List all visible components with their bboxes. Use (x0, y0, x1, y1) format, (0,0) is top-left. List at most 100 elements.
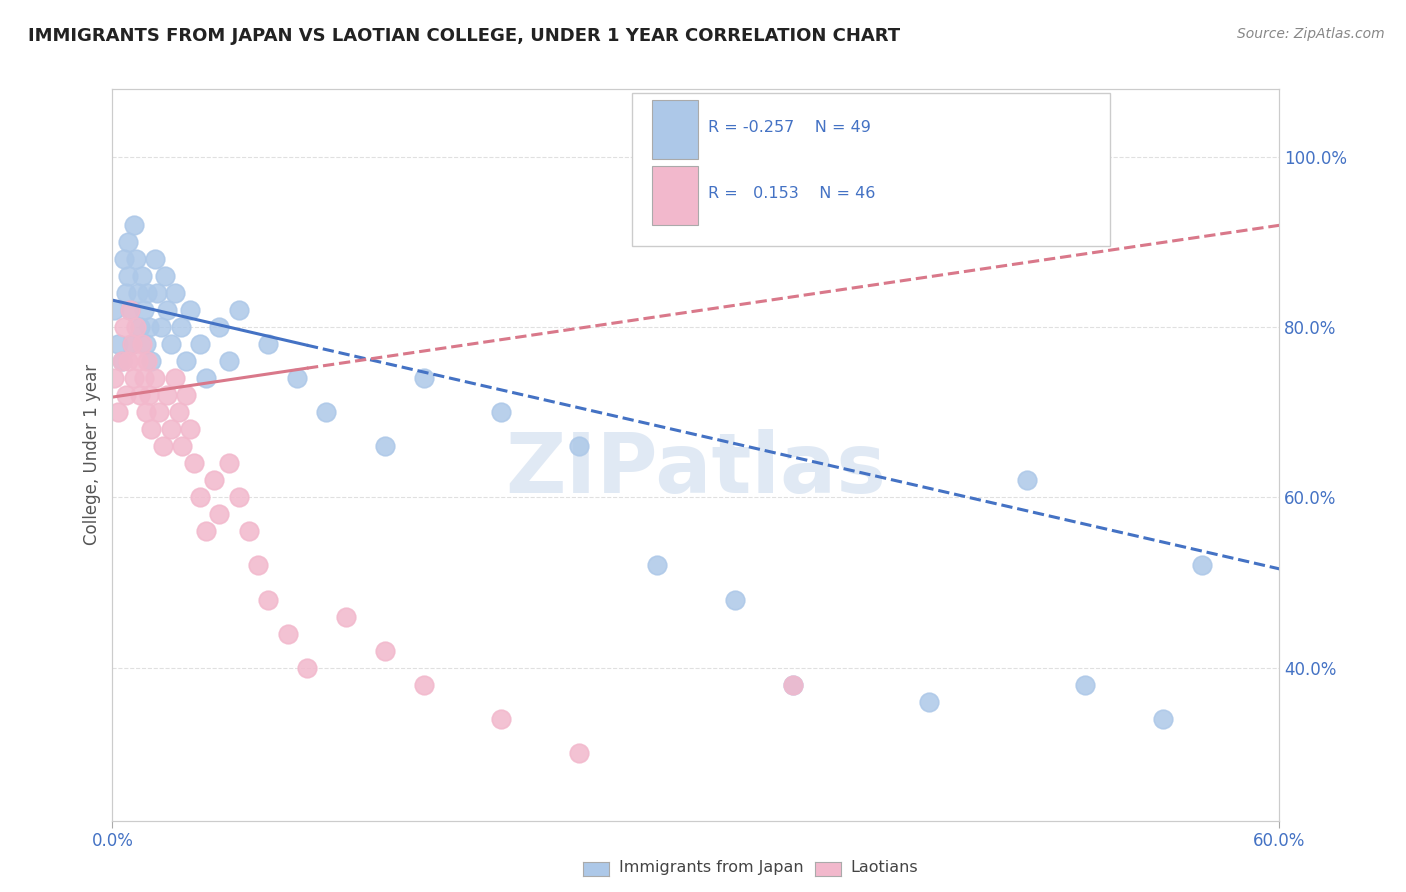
Text: Laotians: Laotians (851, 860, 918, 874)
Point (183, 457, 205, 471)
Point (135, 405, 157, 419)
Point (128, 320, 150, 334)
Point (176, 388, 198, 402)
Point (238, 524, 260, 539)
Point (179, 303, 201, 318)
Point (1152, 712, 1174, 726)
Point (128, 388, 150, 402)
Point (132, 303, 155, 318)
Point (112, 252, 135, 267)
Point (491, 712, 513, 726)
Point (374, 439, 396, 453)
Point (153, 269, 176, 284)
Point (115, 388, 138, 402)
Point (315, 405, 337, 419)
Point (163, 371, 186, 385)
Point (724, 592, 747, 607)
Text: R =   0.153    N = 46: R = 0.153 N = 46 (707, 186, 875, 202)
Point (247, 558, 270, 573)
Point (112, 320, 135, 334)
Point (568, 746, 591, 760)
Point (141, 422, 163, 436)
Point (117, 235, 139, 250)
Point (295, 660, 318, 674)
Point (257, 592, 280, 607)
Point (782, 677, 804, 691)
Point (257, 337, 280, 351)
FancyBboxPatch shape (651, 100, 699, 159)
Point (782, 677, 804, 691)
Text: R = -0.257    N = 49: R = -0.257 N = 49 (707, 120, 870, 136)
Point (103, 303, 125, 318)
Point (169, 320, 191, 334)
Point (374, 643, 396, 657)
Point (146, 286, 169, 301)
Point (118, 303, 141, 318)
Text: Source: ZipAtlas.com: Source: ZipAtlas.com (1237, 27, 1385, 41)
Point (285, 371, 308, 385)
Point (335, 609, 357, 624)
Point (228, 303, 250, 318)
Point (115, 286, 138, 301)
Point (194, 524, 217, 539)
Point (1015, 474, 1038, 488)
Y-axis label: College, Under 1 year: College, Under 1 year (83, 364, 101, 546)
Point (160, 337, 183, 351)
Text: Immigrants from Japan: Immigrants from Japan (619, 860, 803, 874)
Text: ZIPatlas: ZIPatlas (506, 429, 886, 510)
Point (148, 405, 170, 419)
Point (136, 286, 159, 301)
Point (122, 371, 145, 385)
FancyBboxPatch shape (651, 166, 699, 225)
Point (1074, 677, 1097, 691)
Point (135, 337, 157, 351)
Point (150, 320, 173, 334)
Text: IMMIGRANTS FROM JAPAN VS LAOTIAN COLLEGE, UNDER 1 YEAR CORRELATION CHART: IMMIGRANTS FROM JAPAN VS LAOTIAN COLLEGE… (28, 27, 900, 45)
Point (131, 269, 153, 284)
Point (188, 491, 211, 505)
Point (172, 439, 194, 453)
Point (218, 354, 240, 368)
Point (138, 320, 160, 334)
FancyBboxPatch shape (631, 93, 1111, 246)
Point (202, 474, 225, 488)
Point (121, 337, 143, 351)
Point (117, 269, 139, 284)
Point (107, 405, 129, 419)
Point (132, 371, 155, 385)
Point (167, 405, 190, 419)
Point (111, 354, 134, 368)
Point (276, 626, 298, 640)
Point (143, 252, 166, 267)
Point (122, 219, 145, 233)
Point (121, 337, 143, 351)
Point (491, 405, 513, 419)
Point (117, 354, 139, 368)
Point (918, 695, 941, 709)
Point (118, 303, 141, 318)
Point (194, 371, 217, 385)
Point (188, 337, 211, 351)
Point (176, 354, 198, 368)
Point (138, 388, 160, 402)
Point (103, 371, 125, 385)
Point (143, 371, 166, 385)
Point (125, 252, 148, 267)
Point (127, 286, 149, 301)
Point (163, 286, 186, 301)
Point (208, 320, 231, 334)
Point (1191, 558, 1213, 573)
Point (131, 337, 153, 351)
Point (218, 457, 240, 471)
Point (127, 354, 149, 368)
Point (228, 491, 250, 505)
Point (136, 354, 159, 368)
Point (412, 677, 434, 691)
Point (412, 371, 434, 385)
Point (141, 354, 163, 368)
Point (179, 422, 201, 436)
Point (111, 354, 134, 368)
Point (125, 320, 148, 334)
Point (645, 558, 668, 573)
Point (160, 422, 183, 436)
